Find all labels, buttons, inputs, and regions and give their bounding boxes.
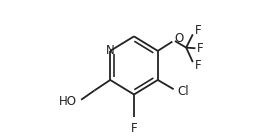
- Text: Cl: Cl: [178, 85, 189, 98]
- Text: F: F: [131, 122, 137, 135]
- Text: F: F: [195, 59, 201, 72]
- Text: F: F: [195, 24, 201, 37]
- Text: HO: HO: [58, 95, 77, 108]
- Text: F: F: [197, 42, 204, 55]
- Text: O: O: [174, 32, 184, 45]
- Text: N: N: [106, 44, 115, 57]
